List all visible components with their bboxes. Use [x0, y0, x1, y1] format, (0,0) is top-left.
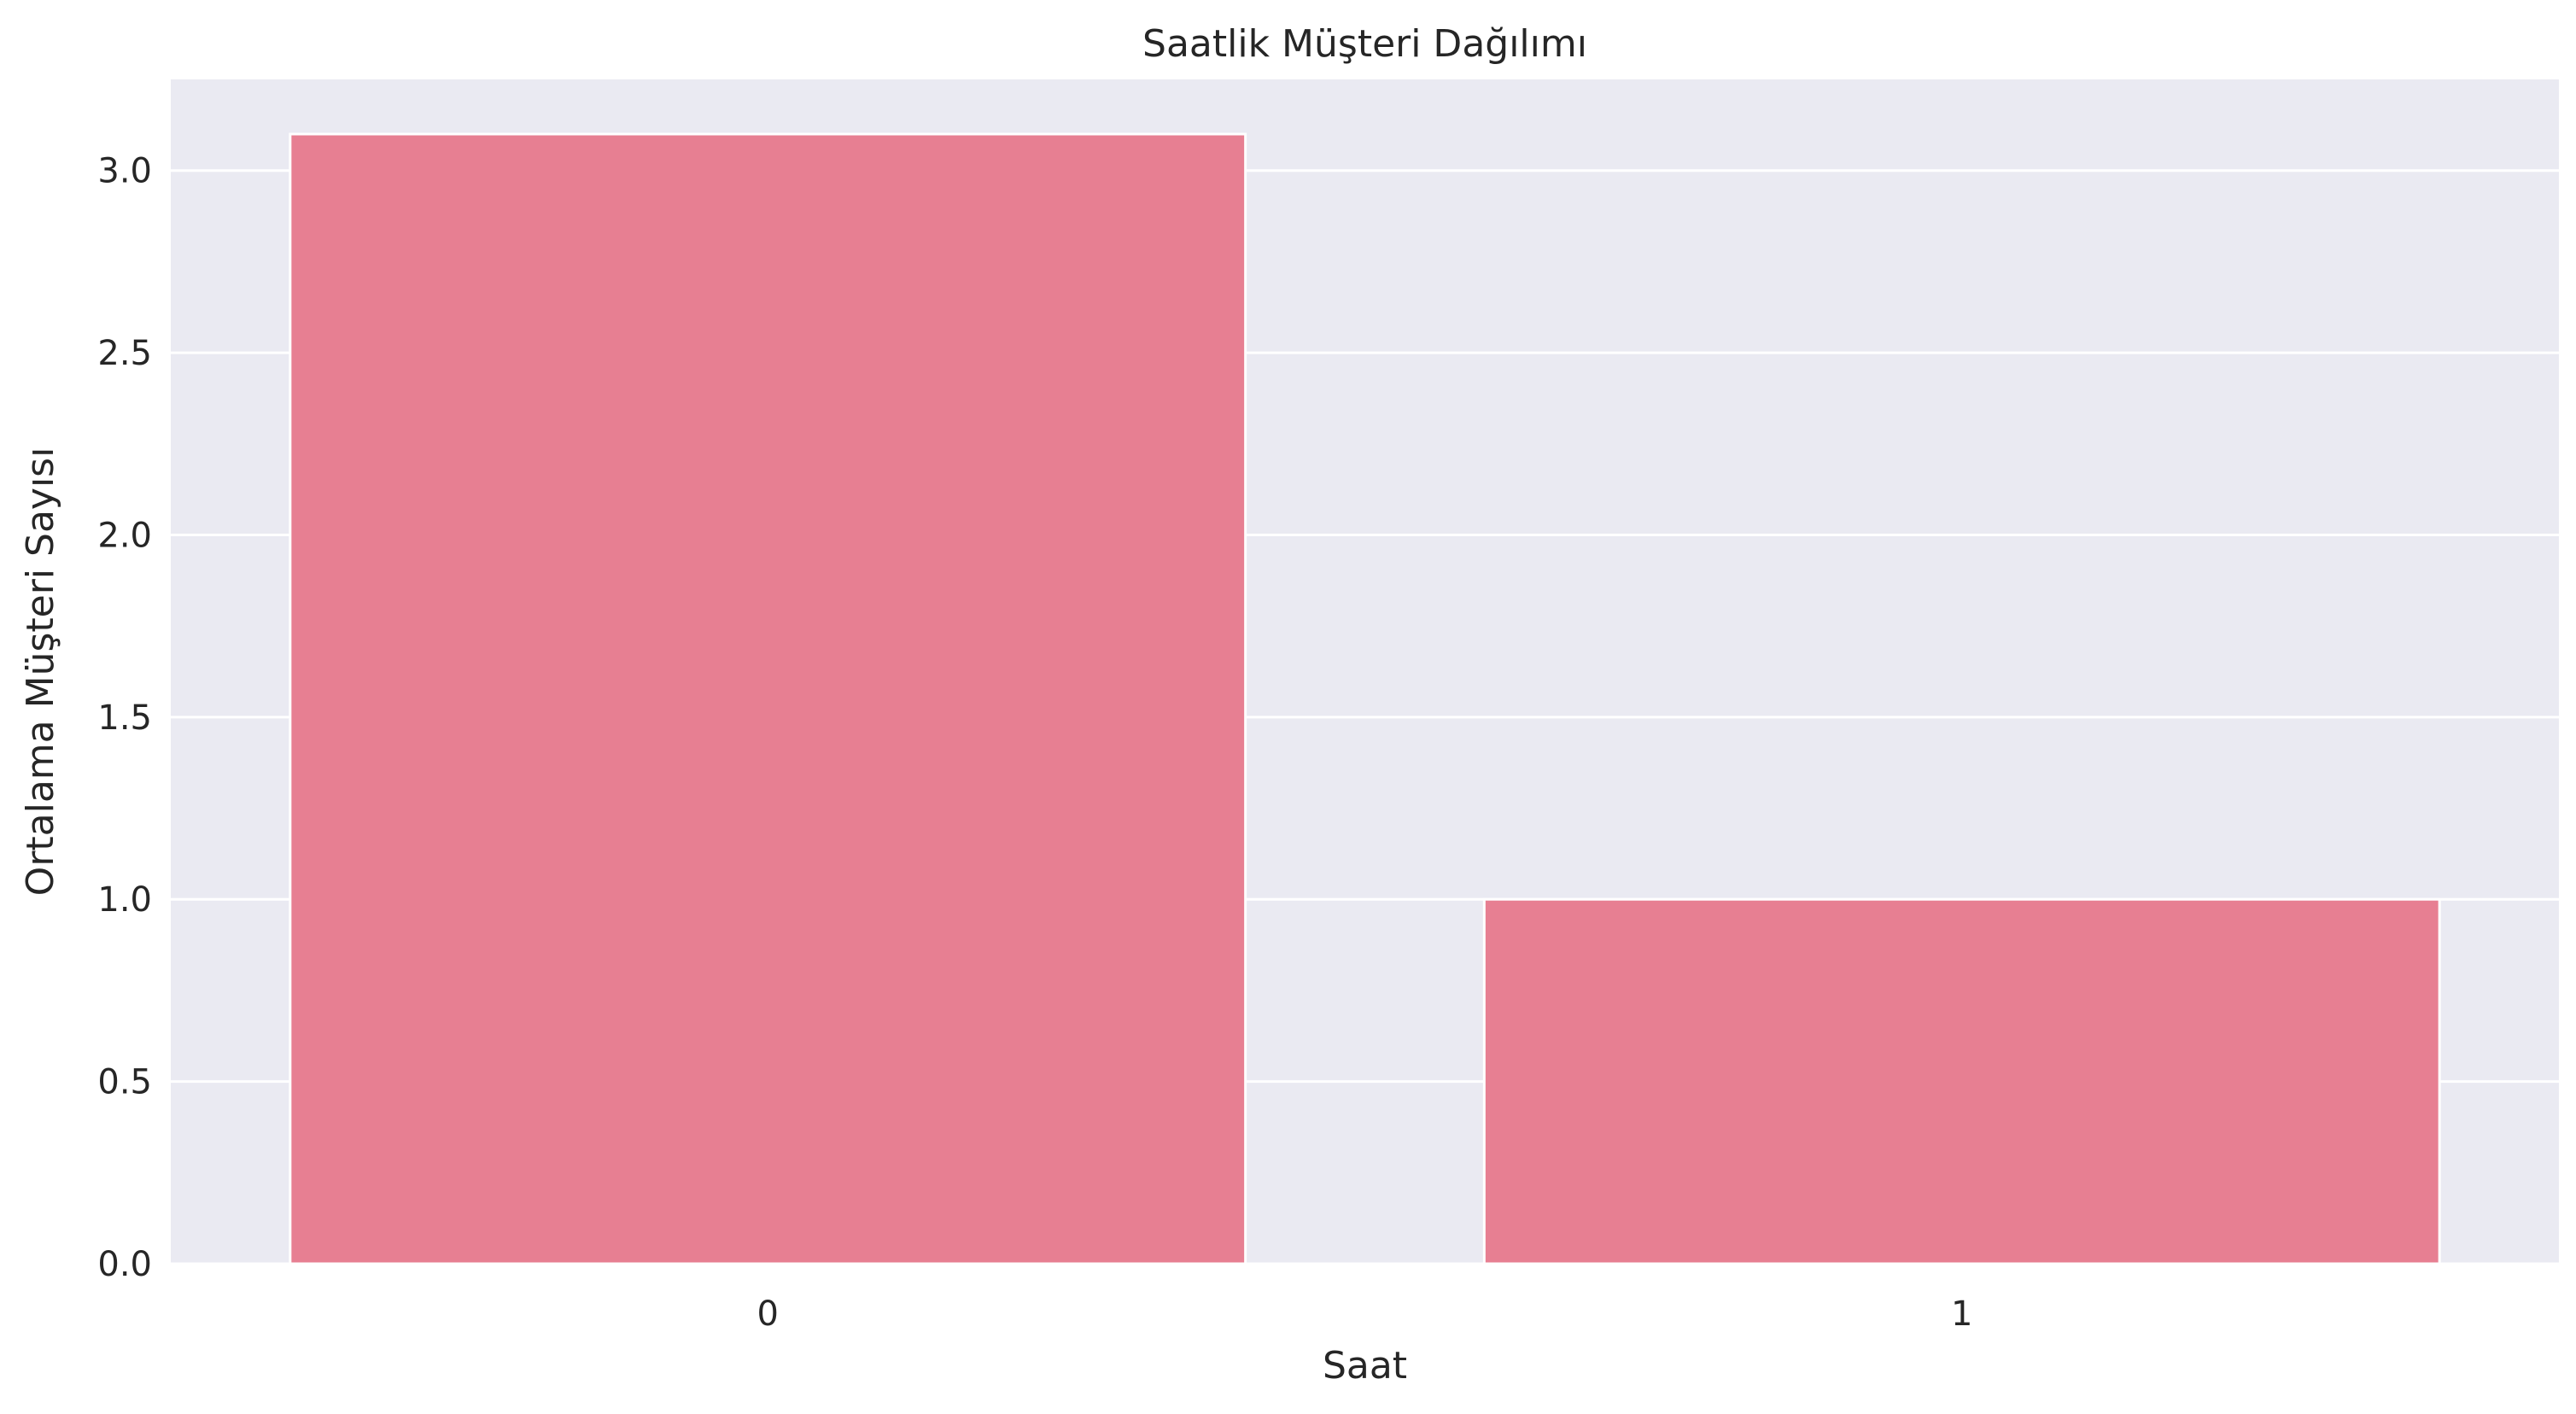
- y-axis-label: Ortalama Müşteri Sayısı: [19, 447, 62, 897]
- x-axis-label: Saat: [1323, 1344, 1407, 1388]
- bar-0: [289, 132, 1247, 1265]
- x-tick-label: 1: [1951, 1294, 1972, 1334]
- y-tick-label: 1.5: [97, 698, 152, 738]
- y-tick-label: 0.5: [97, 1063, 152, 1102]
- y-tick-label: 1.0: [97, 880, 152, 920]
- y-tick-label: 2.0: [97, 516, 152, 555]
- y-tick-label: 3.0: [97, 152, 152, 191]
- chart-title: Saatlik Müşteri Dağılımı: [1142, 22, 1587, 66]
- y-axis-ticks: 0.0 0.5 1.0 1.5 2.0 2.5 3.0: [97, 152, 152, 1284]
- bars: [289, 132, 2441, 1265]
- bar-1: [1482, 897, 2441, 1265]
- y-tick-label: 2.5: [97, 334, 152, 373]
- y-tick-label: 0.0: [97, 1245, 152, 1284]
- x-tick-label: 0: [757, 1294, 779, 1334]
